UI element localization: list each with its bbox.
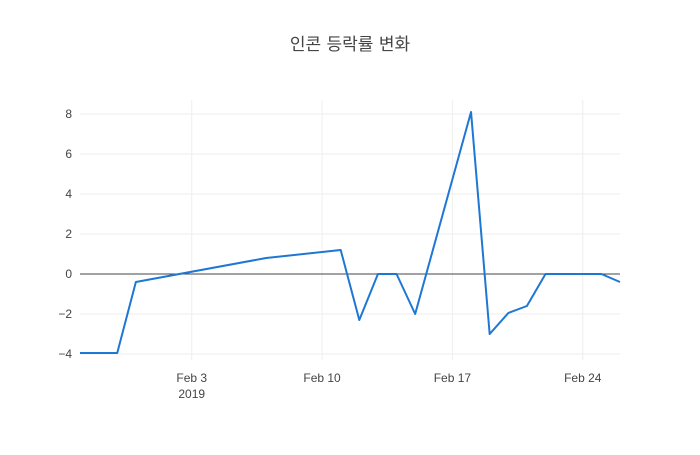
x-tick-label: Feb 3 — [176, 371, 207, 385]
x-tick-label: Feb 24 — [564, 371, 602, 385]
y-tick-label: 6 — [65, 147, 72, 161]
axes: −4 −2 0 2 4 6 8 Feb 3 2019 Feb 10 Feb 17 Feb 24 — [58, 107, 620, 401]
series-line — [80, 111, 621, 354]
series — [80, 111, 621, 354]
grid — [80, 100, 620, 360]
y-tick-label: −4 — [58, 347, 72, 361]
y-tick-label: 0 — [65, 267, 72, 281]
y-tick-label: 4 — [65, 187, 72, 201]
x-tick-year-label: 2019 — [178, 387, 205, 401]
x-tick-label: Feb 10 — [303, 371, 341, 385]
x-tick-label: Feb 17 — [434, 371, 472, 385]
y-tick-label: 2 — [65, 227, 72, 241]
chart-title: 인콘 등락률 변화 — [290, 35, 411, 55]
y-tick-label: 8 — [65, 107, 72, 121]
y-tick-label: −2 — [58, 307, 72, 321]
